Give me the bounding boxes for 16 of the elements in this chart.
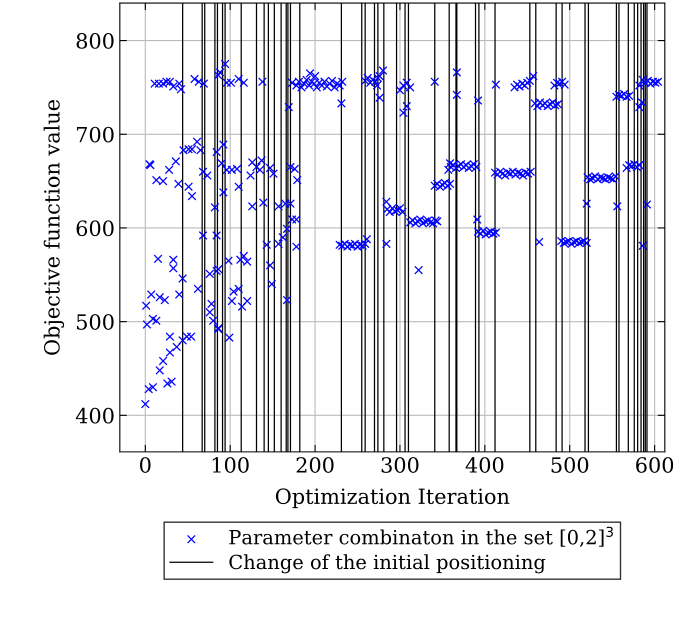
- x-tick-label: 400: [466, 457, 504, 473]
- x-tick-label: 300: [382, 457, 418, 473]
- x-tick-label: 0: [140, 457, 151, 473]
- y-tick-label: 700: [76, 126, 114, 142]
- y-tick-label: 400: [76, 408, 114, 424]
- x-tick-label: 200: [296, 457, 334, 473]
- y-tick-label: 800: [76, 33, 114, 49]
- x-tick-label: 600: [636, 457, 674, 473]
- legend-label: Change of the initial positioning: [229, 554, 546, 574]
- x-tick-label: 100: [212, 457, 249, 473]
- x-tick-label: 500: [552, 457, 588, 473]
- y-tick-label: 600: [76, 220, 114, 236]
- y-axis-title: Objective function value: [44, 100, 64, 355]
- y-tick-label: 500: [76, 314, 114, 330]
- x-axis-title: Optimization Iteration: [276, 488, 510, 508]
- legend-label: Parameter combinaton in the set [0,2]$^{3}$: [229, 526, 613, 547]
